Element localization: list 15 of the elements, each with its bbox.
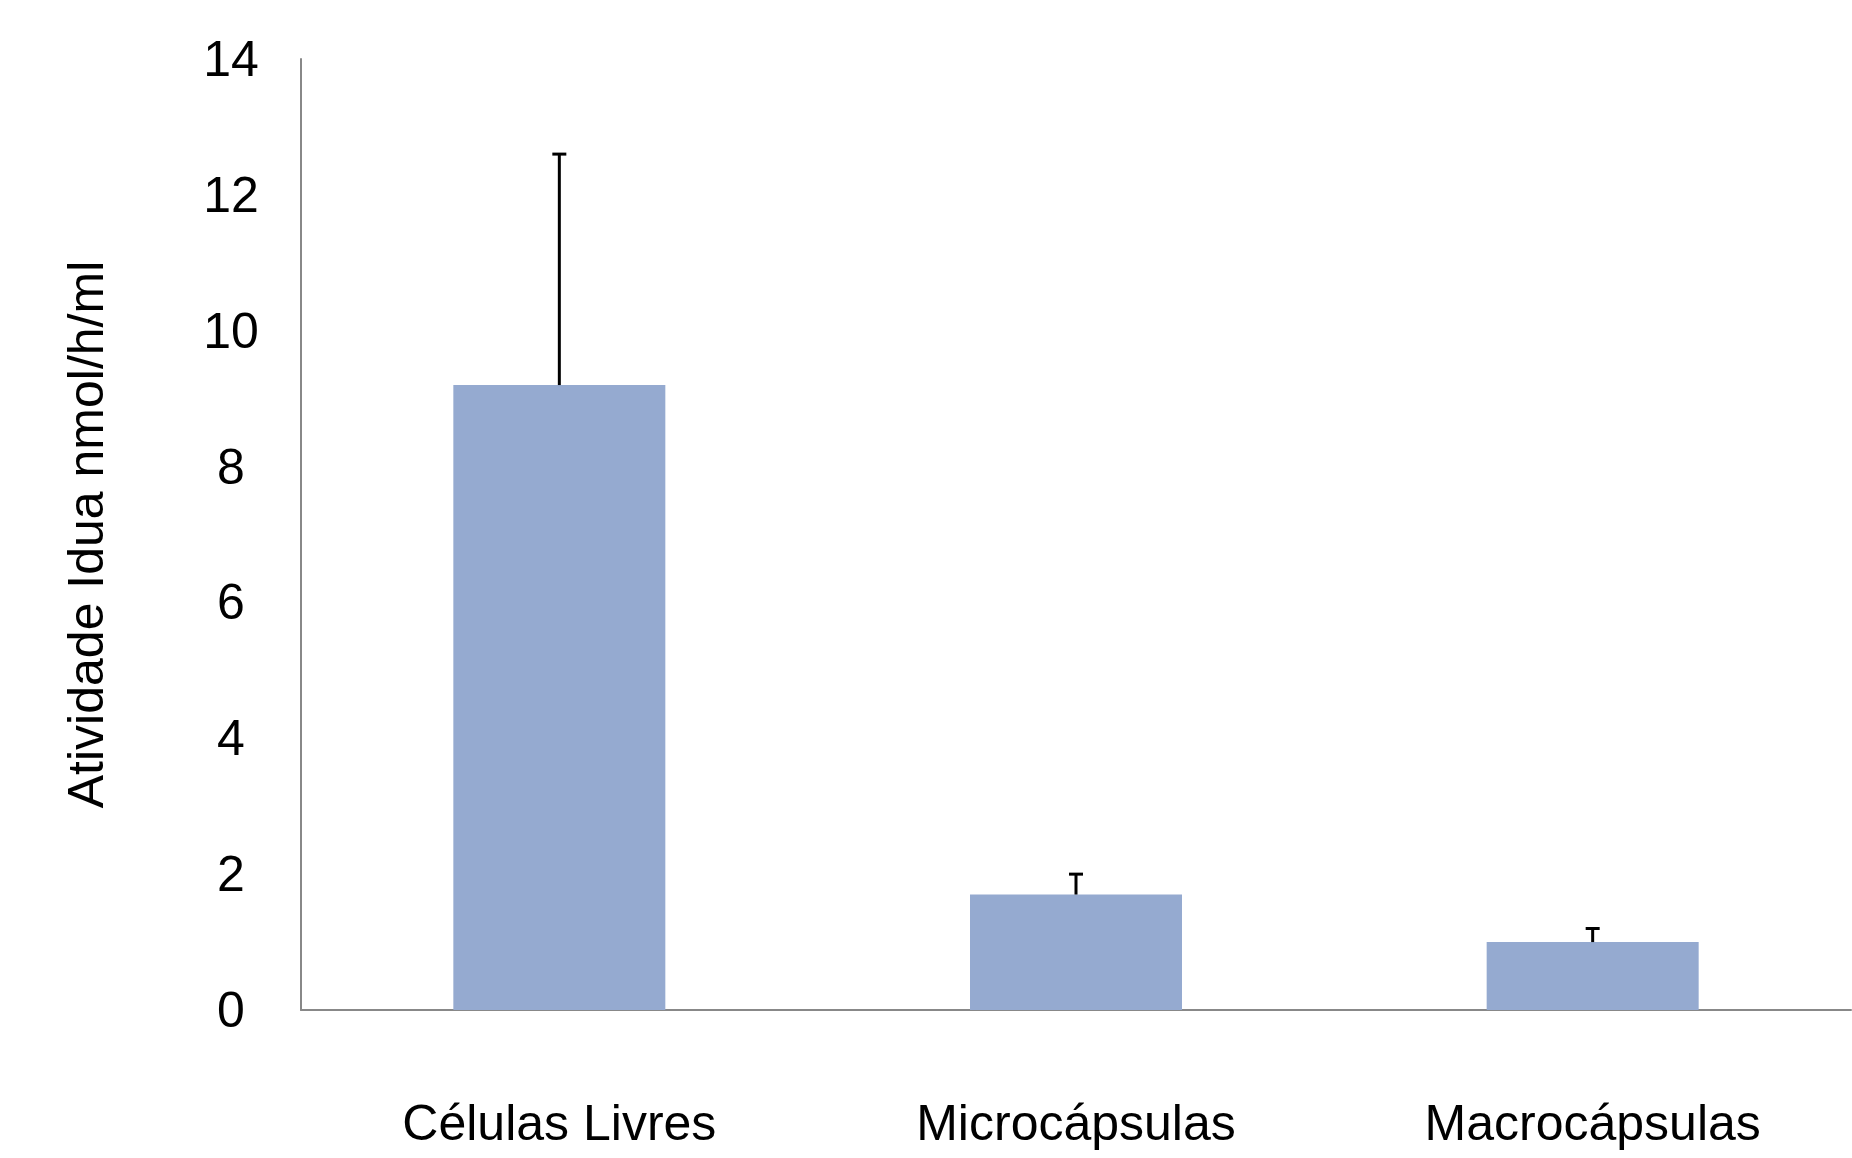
bar xyxy=(1486,942,1699,1010)
bar xyxy=(970,894,1182,1010)
x-tick-label: Células Livres xyxy=(402,1095,717,1151)
y-tick-label: 0 xyxy=(217,982,245,1038)
y-tick-label: 4 xyxy=(217,710,245,767)
y-tick-label: 6 xyxy=(217,574,245,631)
x-tick-label: Macrocápsulas xyxy=(1424,1095,1761,1151)
y-tick-label: 12 xyxy=(203,166,259,223)
bar xyxy=(453,385,666,1010)
y-tick-label: 2 xyxy=(217,846,245,903)
y-axis-title: Atividade Idua nmol/h/ml xyxy=(58,260,114,809)
y-tick-label: 14 xyxy=(203,31,259,87)
x-tick-label: Microcápsulas xyxy=(916,1095,1236,1151)
y-tick-label: 10 xyxy=(203,302,259,359)
y-tick-label: 8 xyxy=(217,438,245,495)
